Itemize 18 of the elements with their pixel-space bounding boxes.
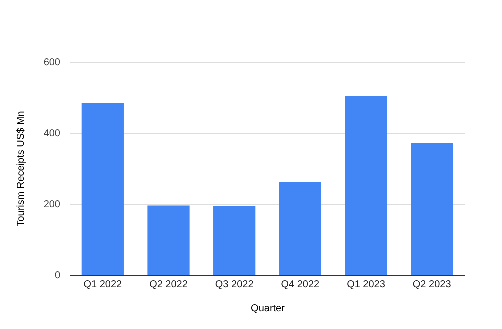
x-tick-label: Q2 2022 (150, 280, 188, 290)
x-axis-title: Quarter (251, 304, 286, 314)
y-tick-label: 600 (44, 58, 61, 68)
y-tick-label: 0 (54, 270, 61, 282)
bar (279, 182, 322, 275)
bar (411, 143, 454, 275)
bar (345, 96, 388, 275)
x-tick-label: Q2 2023 (412, 280, 452, 290)
x-tick-label: Q3 2022 (215, 280, 254, 290)
x-tick-label: Q1 2023 (347, 280, 386, 290)
y-tick-label: 200 (44, 200, 61, 210)
x-tick-label: Q4 2022 (281, 280, 320, 290)
y-tick-label: 400 (44, 128, 61, 140)
x-tick-label: Q1 2022 (84, 280, 123, 290)
bar (82, 104, 124, 275)
bar (214, 206, 256, 275)
y-axis-title: Tourism Receipts US$ Mn (16, 111, 27, 227)
bar (148, 206, 190, 275)
